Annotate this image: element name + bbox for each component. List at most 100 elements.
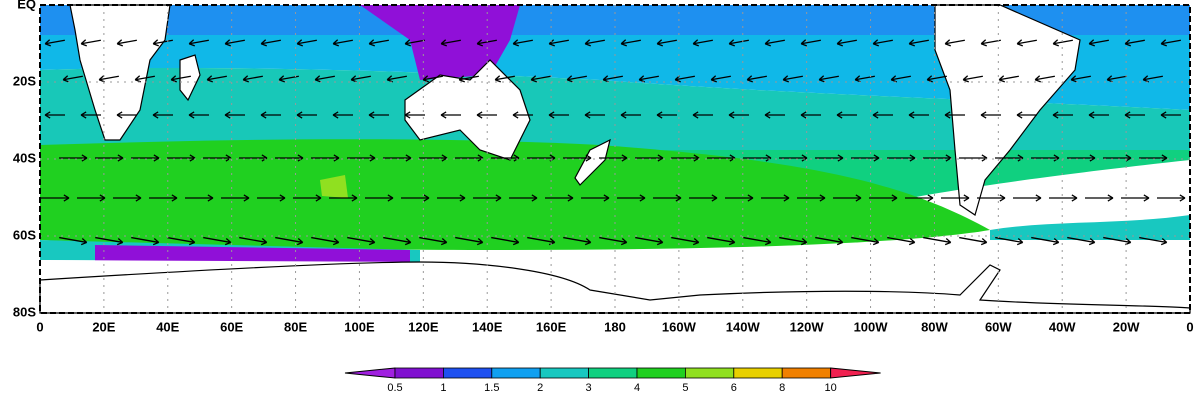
wind-arrow [761, 194, 790, 202]
wind-arrow [1121, 194, 1150, 202]
wind-arrow [581, 194, 610, 202]
wind-arrow [710, 75, 731, 83]
wind-arrow [1052, 39, 1073, 47]
lon-label: 100E [344, 319, 375, 334]
wind-arrow [401, 194, 430, 202]
wind-arrow [620, 111, 641, 119]
wind-arrow [293, 194, 322, 202]
wind-arrow [530, 75, 551, 83]
wind-arrow [152, 111, 173, 119]
wind-arrow [1016, 39, 1037, 47]
wind-arrow [617, 194, 646, 202]
wind-arrow [1124, 111, 1145, 119]
wind-arrow [1160, 111, 1181, 119]
new-zealand [574, 138, 611, 186]
wind-arrow [764, 39, 785, 47]
field-patch [320, 175, 348, 198]
wind-arrow [167, 236, 196, 246]
wind-arrow [1124, 39, 1145, 47]
colorbar-label: 1.5 [484, 382, 499, 394]
wind-arrow [980, 39, 1001, 47]
colorbar-label: 2 [537, 382, 543, 394]
wind-arrow [440, 39, 461, 47]
lat-label: 80S [13, 304, 36, 319]
wind-arrow [296, 111, 317, 119]
wind-arrow [779, 236, 808, 246]
wind-arrow [944, 111, 965, 119]
antarctica-outline [39, 261, 1191, 314]
wind-arrow [311, 154, 340, 162]
wind-arrow [419, 236, 448, 246]
lon-label: 40E [156, 319, 179, 334]
wind-arrow [383, 236, 412, 246]
lat-label: 20S [13, 73, 36, 88]
wind-arrow [1085, 194, 1114, 202]
wind-arrow [512, 111, 533, 119]
wind-arrow [494, 75, 515, 83]
lon-label: 20W [1113, 319, 1140, 334]
wind-arrow [62, 75, 83, 83]
wind-arrow [728, 39, 749, 47]
colorbar-label: 3 [586, 382, 592, 394]
lon-label: 0 [1186, 319, 1193, 334]
wind-arrow [131, 236, 160, 246]
colorbar-under [344, 367, 396, 379]
africa [69, 4, 171, 141]
graticule [40, 5, 1190, 313]
wind-arrow [80, 111, 101, 119]
wind-arrow [815, 236, 844, 246]
colorbar-segment [636, 367, 686, 379]
wind-arrow [368, 39, 389, 47]
wind-arrow [239, 236, 268, 246]
wind-arrow [671, 236, 700, 246]
wind-arrow [797, 194, 826, 202]
wind-arrow [113, 194, 142, 202]
wind-arrow [149, 194, 178, 202]
wind-arrow [458, 75, 479, 83]
wind-arrow [599, 154, 628, 162]
lon-label: 80W [921, 319, 948, 334]
wind-arrow [332, 111, 353, 119]
wind-arrow [707, 236, 736, 246]
wind-arrow [851, 236, 880, 246]
wind-arrow [1067, 154, 1096, 162]
wind-arrow [422, 75, 443, 83]
wind-arrow [563, 236, 592, 246]
field-patch [360, 5, 520, 80]
wind-arrow [473, 194, 502, 202]
colorbar-segment [588, 367, 638, 379]
wind-arrow [347, 236, 376, 246]
wind-arrow [1103, 154, 1132, 162]
wind-arrow [959, 236, 988, 246]
wind-arrow [491, 154, 520, 162]
wind-arrow [548, 111, 569, 119]
wind-arrow [995, 236, 1024, 246]
wind-arrow [692, 39, 713, 47]
lon-label: 140E [472, 319, 503, 334]
wind-arrow [224, 39, 245, 47]
land [39, 4, 1191, 314]
lon-label: 120W [790, 319, 825, 334]
wind-arrow [764, 111, 785, 119]
lon-label: 120E [408, 319, 439, 334]
wind-arrow [368, 111, 389, 119]
wind-arrow [44, 111, 65, 119]
wind-arrow [998, 75, 1019, 83]
wind-arrow [635, 236, 664, 246]
wind-arrow [833, 194, 862, 202]
colorbar-segment [733, 367, 783, 379]
wind-arrow [296, 39, 317, 47]
wind-arrow [440, 111, 461, 119]
wind-arrow [275, 154, 304, 162]
wind-arrow [260, 39, 281, 47]
wind-arrow [1070, 75, 1091, 83]
colorbar-label: 4 [634, 382, 640, 394]
wind-arrow [509, 194, 538, 202]
wind-arrow [941, 194, 970, 202]
wind-arrow [1067, 236, 1096, 246]
field-band [40, 139, 990, 250]
wind-arrow [116, 111, 137, 119]
wind-arrow [188, 111, 209, 119]
colorbar-label: 8 [779, 382, 785, 394]
south-america [934, 4, 1081, 216]
